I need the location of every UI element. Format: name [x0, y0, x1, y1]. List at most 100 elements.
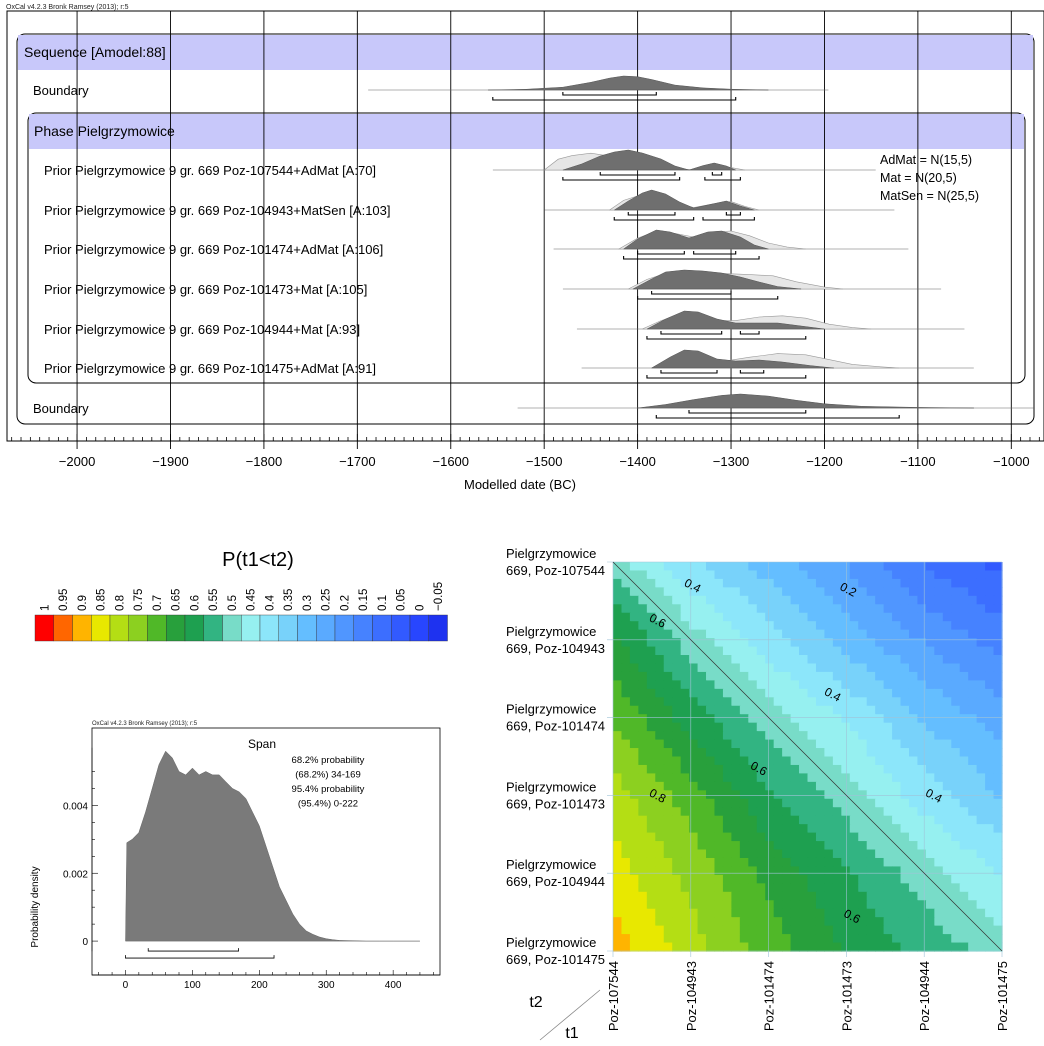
matrix-cell [892, 570, 902, 580]
matrix-cell [629, 824, 639, 834]
matrix-cell [680, 570, 690, 580]
matrix-cell [959, 578, 969, 588]
matrix-cell [621, 638, 631, 648]
matrix-cell [849, 942, 859, 952]
matrix-cell [731, 663, 741, 673]
matrix-cell [689, 790, 699, 800]
matrix-cell [951, 604, 961, 614]
matrix-cell [697, 562, 707, 572]
matrix-cell [858, 638, 868, 648]
matrix-cell [925, 849, 935, 859]
matrix-cell [815, 570, 826, 580]
matrix-cell [731, 781, 741, 791]
matrix-cell [638, 900, 648, 910]
range-95-bracket [613, 217, 695, 221]
matrix-cell [815, 866, 826, 876]
span-density-area [125, 750, 420, 942]
matrix-cell [900, 824, 910, 834]
matrix-cell [934, 663, 944, 673]
matrix-cell [629, 798, 639, 808]
matrix-cell [765, 942, 775, 952]
matrix-cell [968, 731, 978, 741]
matrix-cell [638, 857, 648, 868]
matrix-cell [621, 612, 631, 622]
matrix-cell [782, 638, 792, 648]
matrix-cell [722, 832, 732, 842]
matrix-cell [951, 891, 961, 901]
matrix-cell [892, 587, 902, 597]
matrix-cell [680, 604, 690, 614]
matrix-cell [959, 688, 969, 698]
matrix-cell [815, 604, 826, 614]
matrix-cell [951, 883, 961, 893]
matrix-cell [672, 773, 682, 783]
matrix-cell [782, 866, 792, 876]
matrix-cell [942, 900, 952, 910]
matrix-cell [858, 900, 868, 910]
matrix-cell [655, 646, 665, 656]
legend-swatch [72, 614, 92, 642]
matrix-cell [900, 638, 910, 648]
matrix-cell [900, 841, 910, 851]
matrix-cell [892, 638, 902, 648]
matrix-cell [722, 570, 732, 580]
matrix-cell [748, 925, 758, 935]
legend-swatch [147, 614, 167, 642]
legend-swatch [241, 614, 261, 642]
matrix-cell [841, 655, 851, 665]
matrix-cell [849, 807, 859, 817]
matrix-cell [875, 748, 885, 758]
matrix-cell [985, 891, 995, 901]
matrix-cell [976, 798, 986, 808]
matrix-cell [908, 671, 919, 681]
matrix-cell [858, 849, 868, 859]
range-95-bracket [623, 256, 760, 260]
matrix-cell [706, 874, 716, 884]
matrix-row-label: Pielgrzymowice [506, 624, 596, 639]
matrix-cell [799, 773, 809, 783]
matrix-cell [976, 807, 986, 817]
matrix-cell [646, 764, 656, 775]
matrix-cell [790, 900, 800, 910]
matrix-cell [646, 883, 656, 893]
matrix-cell [790, 604, 800, 614]
matrix-cell [739, 891, 749, 901]
matrix-cell [959, 722, 969, 732]
matrix-cell [680, 866, 690, 876]
range-68-bracket [693, 251, 737, 255]
matrix-cell [655, 680, 665, 690]
matrix-cell [908, 612, 919, 622]
matrix-cell [892, 883, 902, 893]
matrix-cell [841, 849, 851, 859]
matrix-cell [908, 595, 919, 605]
matrix-cell [951, 934, 961, 944]
matrix-cell [722, 764, 732, 775]
matrix-cell [934, 595, 944, 605]
matrix-cell [858, 731, 868, 741]
matrix-cell [807, 883, 817, 893]
matrix-cell [756, 570, 766, 580]
matrix-cell [993, 705, 1003, 715]
matrix-cell [638, 570, 648, 580]
matrix-cell [655, 570, 665, 580]
matrix-cell [976, 697, 986, 707]
matrix-cell [739, 866, 749, 876]
matrix-cell [722, 578, 732, 588]
matrix-cell [689, 874, 699, 884]
matrix-cell [714, 824, 724, 834]
matrix-cell [807, 646, 817, 656]
matrix-cell [672, 934, 682, 944]
matrix-cell [883, 688, 893, 698]
matrix-cell [824, 646, 834, 656]
matrix-cell [866, 705, 876, 715]
matrix-cell [731, 705, 741, 715]
matrix-cell [959, 748, 969, 758]
matrix-cell [655, 764, 665, 775]
matrix-cell [706, 604, 716, 614]
matrix-cell [672, 697, 682, 707]
matrix-cell [748, 934, 758, 944]
matrix-cell [621, 925, 631, 935]
matrix-cell [875, 807, 885, 817]
matrix-cell [621, 722, 631, 732]
matrix-cell [782, 832, 792, 842]
